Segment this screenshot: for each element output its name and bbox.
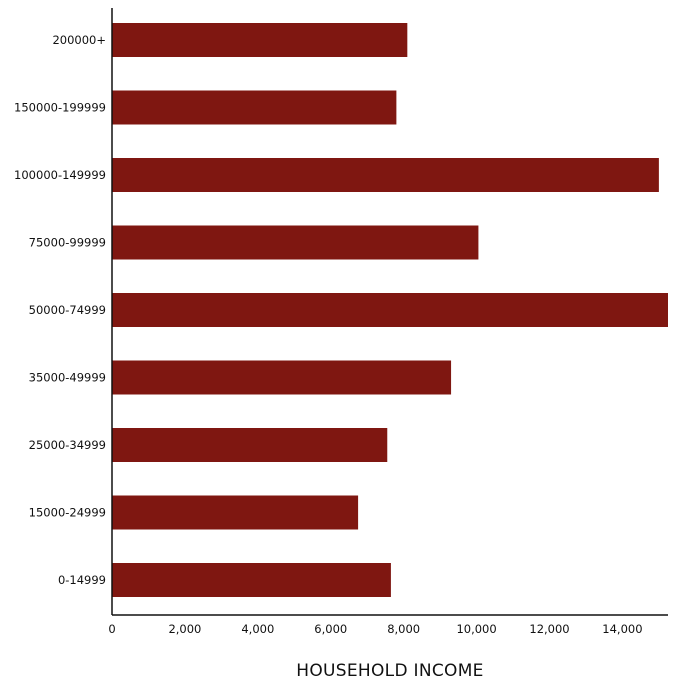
bar-150000-199999	[112, 90, 397, 125]
bar-0-14999	[112, 563, 391, 597]
x-tick-label: 10,000	[456, 622, 496, 636]
y-tick-label: 50000-74999	[29, 303, 106, 317]
x-tick-label: 0	[108, 622, 115, 636]
x-axis-title: HOUSEHOLD INCOME	[296, 661, 483, 681]
y-tick-label: 35000-49999	[29, 371, 106, 385]
bar-50000-74999	[112, 293, 668, 327]
y-tick-labels: 200000+ 150000-199999 100000-149999 75000-9…	[14, 33, 106, 587]
bar-100000-149999	[112, 158, 659, 192]
bar-15000-24999	[112, 495, 359, 530]
y-tick-label: 25000-34999	[29, 438, 106, 452]
y-tick-label: 75000-99999	[29, 236, 106, 250]
x-tick-label: 14,000	[602, 622, 642, 636]
bars-group	[112, 23, 668, 597]
x-tick-labels: 0 2,000 4,000 6,000 8,000 10,000 12,000 14,000	[108, 622, 642, 636]
bar-25000-34999	[112, 428, 388, 462]
x-tick-label: 8,000	[387, 622, 420, 636]
y-tick-label: 0-14999	[58, 573, 106, 587]
x-tick-label: 6,000	[314, 622, 347, 636]
x-tick-label: 2,000	[168, 622, 201, 636]
x-tick-label: 12,000	[529, 622, 569, 636]
bar-75000-99999	[112, 225, 479, 260]
bar-200000+	[112, 23, 408, 57]
y-tick-label: 100000-149999	[14, 168, 106, 182]
x-tick-label: 4,000	[241, 622, 274, 636]
y-tick-label: 15000-24999	[29, 506, 106, 520]
bar-35000-49999	[112, 360, 452, 395]
y-tick-label: 150000-199999	[14, 101, 106, 115]
y-tick-label: 200000+	[52, 33, 106, 47]
